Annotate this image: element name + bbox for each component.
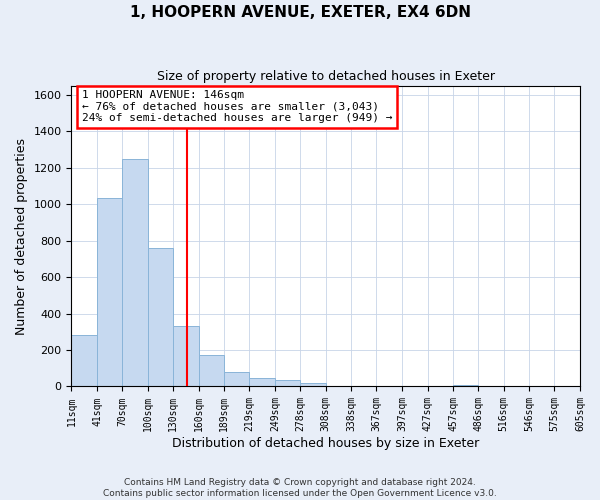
Text: 1 HOOPERN AVENUE: 146sqm
← 76% of detached houses are smaller (3,043)
24% of sem: 1 HOOPERN AVENUE: 146sqm ← 76% of detach… — [82, 90, 392, 124]
Bar — [122, 160, 148, 386]
Bar — [275, 380, 300, 386]
Bar — [300, 383, 326, 386]
Bar — [97, 198, 122, 386]
Bar — [453, 384, 478, 386]
Bar — [173, 326, 199, 386]
Bar — [250, 378, 275, 386]
Bar — [71, 336, 97, 386]
Title: Size of property relative to detached houses in Exeter: Size of property relative to detached ho… — [157, 70, 495, 83]
Y-axis label: Number of detached properties: Number of detached properties — [15, 138, 28, 334]
Bar — [199, 354, 224, 386]
Text: 1, HOOPERN AVENUE, EXETER, EX4 6DN: 1, HOOPERN AVENUE, EXETER, EX4 6DN — [130, 5, 470, 20]
Text: Contains HM Land Registry data © Crown copyright and database right 2024.
Contai: Contains HM Land Registry data © Crown c… — [103, 478, 497, 498]
Bar — [148, 248, 173, 386]
X-axis label: Distribution of detached houses by size in Exeter: Distribution of detached houses by size … — [172, 437, 479, 450]
Bar — [224, 372, 250, 386]
